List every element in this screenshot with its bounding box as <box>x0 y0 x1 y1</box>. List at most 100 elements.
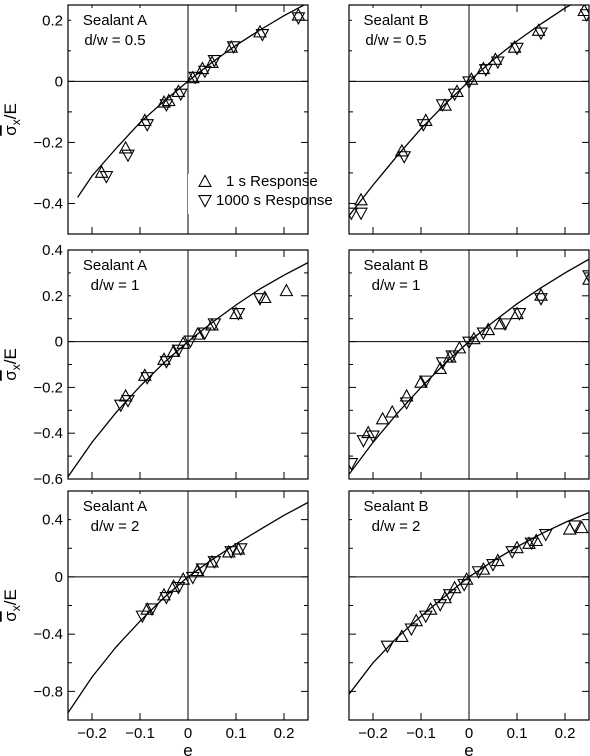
panel-annotation: Sealant B <box>363 257 428 274</box>
data-point-1s <box>438 98 452 111</box>
data-point-1000s <box>486 559 500 572</box>
data-point-1000s <box>253 293 267 306</box>
annotation-box <box>71 253 159 299</box>
chart-panel-2: Sealant B d/w = 0.5 <box>348 4 590 235</box>
data-point-1000s <box>534 293 548 306</box>
y-tick-label: 0.4 <box>42 512 63 529</box>
x-tick-label: 0.1 <box>507 725 528 742</box>
panel-annotation: Sealant B <box>363 12 428 29</box>
data-point-1000s <box>183 335 198 349</box>
data-point-1000s <box>145 603 159 617</box>
data-point-1000s <box>226 41 241 54</box>
data-point-1000s <box>418 610 433 624</box>
legend-label-1000s: 1000 s Response <box>216 192 333 209</box>
x-tick-label: 0.1 <box>226 725 247 742</box>
data-point-1s <box>399 388 414 402</box>
data-point-1s <box>257 290 272 304</box>
data-point-1000s <box>171 581 186 595</box>
data-point-1000s <box>113 399 128 413</box>
chart-panel-3: 0.4 0.2 0 −0.2 −0.4 −0.6 σx/E Sealant A d/w = 1 <box>1 242 309 488</box>
data-point-1000s <box>291 12 306 25</box>
panel-frame <box>348 4 590 235</box>
legend-label-1s: 1 s Response <box>226 173 318 190</box>
data-point-1s <box>394 143 409 157</box>
data-point-1000s <box>510 42 524 56</box>
data-point-1000s <box>457 579 472 592</box>
data-point-1000s <box>435 357 450 370</box>
data-point-1s <box>190 326 205 340</box>
panel-annotation: d/w = 2 <box>91 518 140 535</box>
data-point-1s <box>118 140 133 154</box>
data-point-1000s <box>233 543 248 556</box>
panel-annotation: d/w = 2 <box>372 518 421 535</box>
data-point-1s <box>205 317 219 331</box>
y-tick-label: −0.6 <box>33 471 63 488</box>
data-point-1000s <box>538 528 553 542</box>
chart-panel-1: 0.2 0 −0.2 −0.4 σx/E Sealant A d/w = 0.5 1 s Re… <box>1 4 333 235</box>
data-point-1000s <box>442 589 457 602</box>
data-point-1000s <box>534 27 548 41</box>
panel-annotation: Sealant A <box>83 498 147 515</box>
data-point-1000s <box>399 397 414 411</box>
panel-annotation: d/w = 0.5 <box>365 32 426 49</box>
data-point-1s <box>574 520 589 534</box>
panel-annotation: Sealant A <box>83 12 147 29</box>
data-point-1000s <box>356 435 371 448</box>
y-tick-label: 0 <box>55 334 63 351</box>
data-point-1000s <box>121 149 135 163</box>
data-point-1s <box>394 629 409 642</box>
data-point-1000s <box>462 76 476 90</box>
data-point-1000s <box>416 119 431 132</box>
y-tick-label: 0.4 <box>42 242 63 259</box>
y-axis-label: σx/E <box>1 348 23 381</box>
data-point-1s <box>205 55 219 68</box>
x-tick-label: 0 <box>465 725 473 742</box>
data-point-1000s <box>380 640 395 654</box>
y-tick-label: −0.2 <box>33 379 63 396</box>
data-point-1000s <box>207 318 222 332</box>
x-tick-label: −0.2 <box>77 725 107 742</box>
data-point-1000s <box>159 99 174 112</box>
data-point-1000s <box>366 430 380 444</box>
data-point-1000s <box>99 171 114 184</box>
x-tick-label: −0.1 <box>125 725 155 742</box>
data-point-1000s <box>397 151 412 164</box>
data-point-1000s <box>171 344 186 358</box>
panel-annotation: Sealant B <box>363 498 428 515</box>
data-point-1s <box>442 349 457 363</box>
plot-area <box>349 5 589 221</box>
data-point-1000s <box>349 207 359 221</box>
plot-area <box>349 511 589 695</box>
legend-marker-1s <box>198 174 212 187</box>
data-point-1s <box>385 404 400 418</box>
x-tick-label: −0.1 <box>406 725 436 742</box>
data-point-1s <box>476 561 491 575</box>
data-point-1s <box>166 344 181 357</box>
fit-curve <box>349 5 572 217</box>
data-point-1000s <box>445 350 460 364</box>
data-point-1000s <box>567 520 582 534</box>
data-point-1000s <box>505 546 520 559</box>
data-point-1000s <box>498 318 512 332</box>
data-point-1000s <box>173 88 188 102</box>
legend-marker-1000s <box>198 195 212 208</box>
panel-annotation: Sealant A <box>83 257 147 274</box>
x-axis-label: e <box>464 741 473 756</box>
data-point-1000s <box>471 566 486 579</box>
chart-panel-6: −0.2 −0.1 0 0.1 0.2 e Sealant B d/w = 2 <box>348 490 590 756</box>
data-point-1000s <box>512 308 527 321</box>
y-tick-label: −0.4 <box>33 626 63 643</box>
panel-frame <box>348 249 590 480</box>
data-point-1000s <box>476 327 491 341</box>
data-point-1s <box>185 70 200 84</box>
data-point-1s <box>582 272 589 285</box>
plot-area <box>77 5 306 198</box>
data-point-1000s <box>447 88 462 102</box>
y-tick-label: 0.2 <box>42 12 63 29</box>
data-point-1000s <box>579 9 589 22</box>
data-point-1s <box>493 316 508 330</box>
y-tick-label: 0 <box>55 569 63 586</box>
data-point-1s <box>279 283 294 297</box>
data-point-1s <box>507 39 522 53</box>
data-point-1s <box>224 39 239 53</box>
